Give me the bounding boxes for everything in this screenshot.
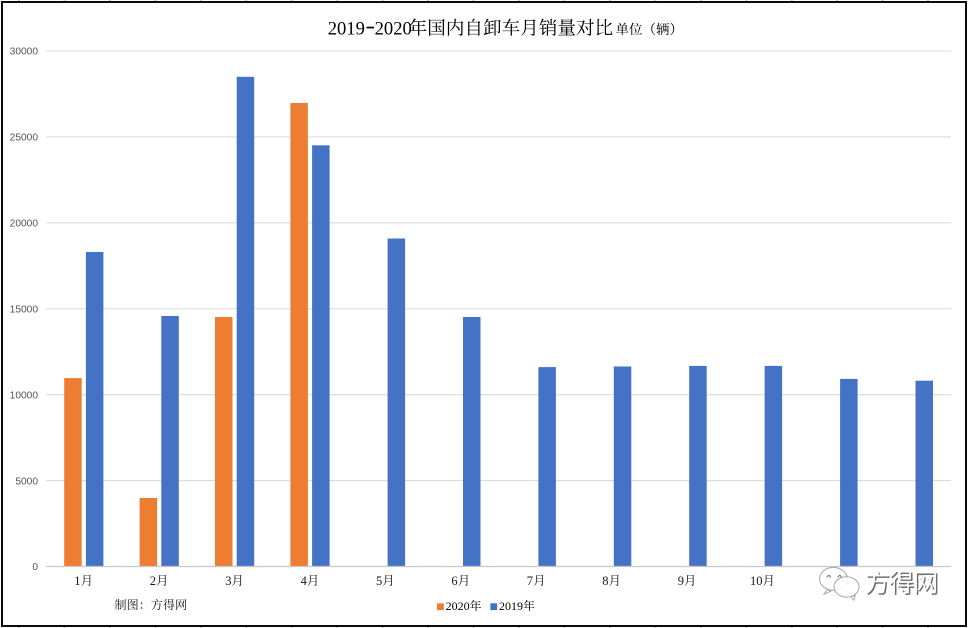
svg-text:20000: 20000	[10, 219, 39, 230]
svg-text:5: 5	[376, 574, 382, 588]
svg-text:10000: 10000	[10, 390, 39, 401]
svg-text:15000: 15000	[10, 304, 39, 315]
svg-text:2019: 2019	[328, 18, 365, 39]
svg-text:25000: 25000	[10, 133, 39, 144]
svg-text:30000: 30000	[10, 47, 39, 58]
svg-text:2020: 2020	[446, 599, 470, 613]
svg-text:1: 1	[74, 574, 80, 588]
svg-text:9: 9	[678, 574, 684, 588]
svg-text:4: 4	[301, 574, 308, 588]
svg-text:2: 2	[150, 574, 156, 588]
svg-text:3: 3	[225, 574, 231, 588]
svg-text:6: 6	[451, 574, 457, 588]
svg-text:8: 8	[602, 574, 608, 588]
svg-text:5000: 5000	[15, 476, 38, 487]
svg-text:10: 10	[750, 574, 763, 588]
svg-text:2019: 2019	[499, 599, 523, 613]
svg-text:2020: 2020	[375, 18, 412, 39]
svg-text:0: 0	[32, 562, 38, 573]
svg-text:7: 7	[527, 574, 533, 588]
